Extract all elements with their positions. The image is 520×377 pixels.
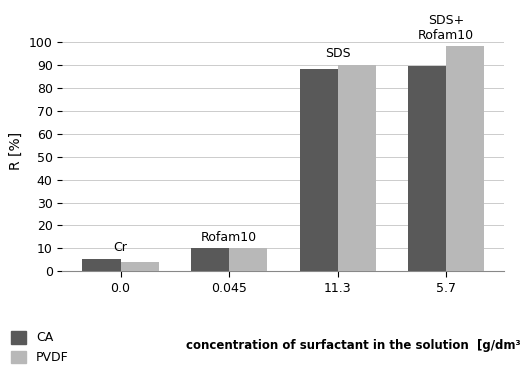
Bar — [337, 64, 376, 271]
Bar — [229, 248, 267, 271]
Text: Rofam10: Rofam10 — [201, 231, 257, 244]
Text: concentration of surfactant in the solution  [g/dm³]: concentration of surfactant in the solut… — [186, 339, 520, 352]
Bar — [300, 69, 337, 271]
Text: Cr: Cr — [113, 241, 127, 254]
Bar — [121, 262, 159, 271]
Bar — [408, 66, 446, 271]
Bar — [83, 259, 121, 271]
Bar — [191, 248, 229, 271]
Legend: CA, PVDF: CA, PVDF — [11, 331, 69, 364]
Y-axis label: R [%]: R [%] — [9, 132, 23, 170]
Bar — [446, 46, 484, 271]
Text: SDS+
Rofam10: SDS+ Rofam10 — [418, 14, 474, 41]
Text: SDS: SDS — [325, 47, 350, 60]
